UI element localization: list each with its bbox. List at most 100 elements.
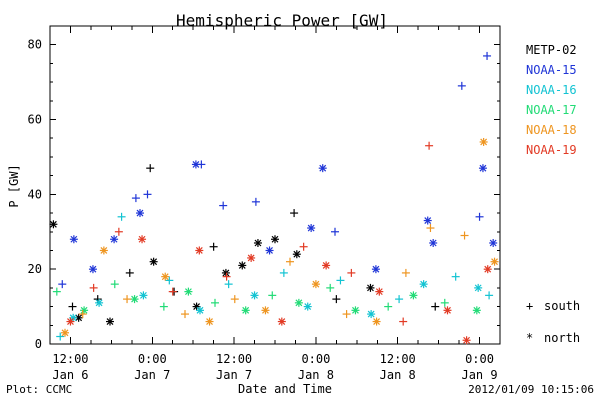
south-data-point xyxy=(89,283,98,292)
legend-series-label: NOAA-15 xyxy=(526,63,577,77)
north-data-point xyxy=(74,313,83,322)
north-data-point xyxy=(489,238,498,247)
south-data-point xyxy=(224,280,233,289)
north-data-point xyxy=(490,257,499,266)
legend-series-label: NOAA-19 xyxy=(526,143,577,157)
south-data-point xyxy=(78,310,87,319)
south-data-point xyxy=(181,310,189,319)
x-tick-time-label: 12:00 xyxy=(52,352,88,366)
series-noaa-17 xyxy=(52,280,481,315)
south-data-point xyxy=(268,291,277,300)
legend: METP-02 NOAA-15 NOAA-16 NOAA-17 NOAA-18 NOAA-… xyxy=(526,43,580,345)
north-data-point xyxy=(130,295,139,304)
north-data-point xyxy=(478,164,487,173)
north-data-point xyxy=(419,280,428,289)
south-data-point xyxy=(326,283,335,292)
south-data-point xyxy=(332,295,341,304)
south-data-point xyxy=(209,242,218,251)
north-data-point xyxy=(307,224,316,233)
north-data-point xyxy=(69,235,78,244)
south-data-point xyxy=(131,194,140,203)
north-data-point xyxy=(99,246,108,255)
south-data-point xyxy=(56,332,65,341)
north-data-point xyxy=(303,302,312,311)
north-data-point xyxy=(423,216,432,225)
north-data-point xyxy=(292,250,301,259)
north-data-point xyxy=(429,238,438,247)
south-data-point xyxy=(110,280,119,289)
south-data-point xyxy=(125,268,134,277)
north-data-point xyxy=(161,272,170,281)
north-data-point xyxy=(95,298,104,307)
plot-source-label: Plot: CCMC xyxy=(6,383,72,396)
south-data-point xyxy=(440,298,449,307)
x-tick-time-label: 0:00 xyxy=(138,352,167,366)
x-tick-date-label: Jan 9 xyxy=(461,368,497,382)
south-data-point xyxy=(342,310,351,319)
x-tick-date-label: Jan 7 xyxy=(216,368,252,382)
north-data-point xyxy=(66,317,75,326)
south-data-point xyxy=(399,317,408,326)
y-axis-label: P [GW] xyxy=(7,164,21,207)
north-data-point xyxy=(205,317,214,326)
north-data-point xyxy=(139,291,148,300)
south-data-point xyxy=(290,209,299,218)
y-tick-label: 0 xyxy=(35,337,42,351)
y-tick-label: 20 xyxy=(28,262,42,276)
south-marker-icon: + xyxy=(526,299,533,313)
north-data-point xyxy=(351,306,360,315)
north-data-point xyxy=(110,235,119,244)
north-data-point xyxy=(371,265,380,274)
north-data-point xyxy=(261,306,270,315)
north-data-point xyxy=(366,283,375,292)
north-data-point xyxy=(149,257,158,266)
north-data-point xyxy=(238,261,247,270)
south-data-point xyxy=(219,201,228,210)
north-data-point xyxy=(247,253,256,262)
north-marker-label: north xyxy=(544,331,580,345)
south-data-point xyxy=(331,227,339,236)
south-data-point xyxy=(431,302,440,311)
y-tick-label: 40 xyxy=(28,187,42,201)
south-data-point xyxy=(58,280,67,289)
plot-area xyxy=(49,25,501,345)
south-data-point xyxy=(347,268,356,277)
south-data-point xyxy=(395,295,404,304)
legend-series-label: NOAA-17 xyxy=(526,103,577,117)
south-data-point xyxy=(425,141,434,150)
north-data-point xyxy=(375,287,384,296)
chart-title: Hemispheric Power [GW] xyxy=(176,11,388,30)
x-tick-date-label: Jan 8 xyxy=(380,368,416,382)
x-axis: 12:00 Jan 6 0:00 Jan 7 12:00 Jan 7 0:00 Jan 8 12… xyxy=(49,26,501,382)
north-data-point xyxy=(250,291,259,300)
north-data-point xyxy=(80,306,89,315)
x-tick-time-label: 12:00 xyxy=(380,352,416,366)
south-data-point xyxy=(384,302,393,311)
south-data-point xyxy=(426,224,435,233)
series-noaa-16 xyxy=(56,212,494,341)
south-data-point xyxy=(68,302,77,311)
south-data-point xyxy=(485,291,494,300)
series-noaa-15 xyxy=(58,51,498,289)
south-data-point xyxy=(168,287,177,296)
north-data-point xyxy=(265,246,274,255)
north-data-point xyxy=(462,336,471,345)
south-data-point xyxy=(197,160,206,169)
north-data-point xyxy=(136,209,144,218)
south-data-point xyxy=(52,287,61,296)
north-data-point xyxy=(221,268,230,277)
y-tick-label: 80 xyxy=(28,38,42,52)
south-data-point xyxy=(401,268,410,277)
south-data-point xyxy=(483,51,492,60)
south-data-point xyxy=(114,227,123,236)
y-tick-label: 60 xyxy=(28,113,42,127)
south-data-point xyxy=(460,231,469,240)
south-data-point xyxy=(336,276,345,285)
series-metp-02 xyxy=(49,164,440,326)
south-marker-label: south xyxy=(544,299,580,313)
legend-series-label: METP-02 xyxy=(526,43,577,57)
north-data-point xyxy=(367,310,376,319)
north-data-point xyxy=(271,235,279,244)
